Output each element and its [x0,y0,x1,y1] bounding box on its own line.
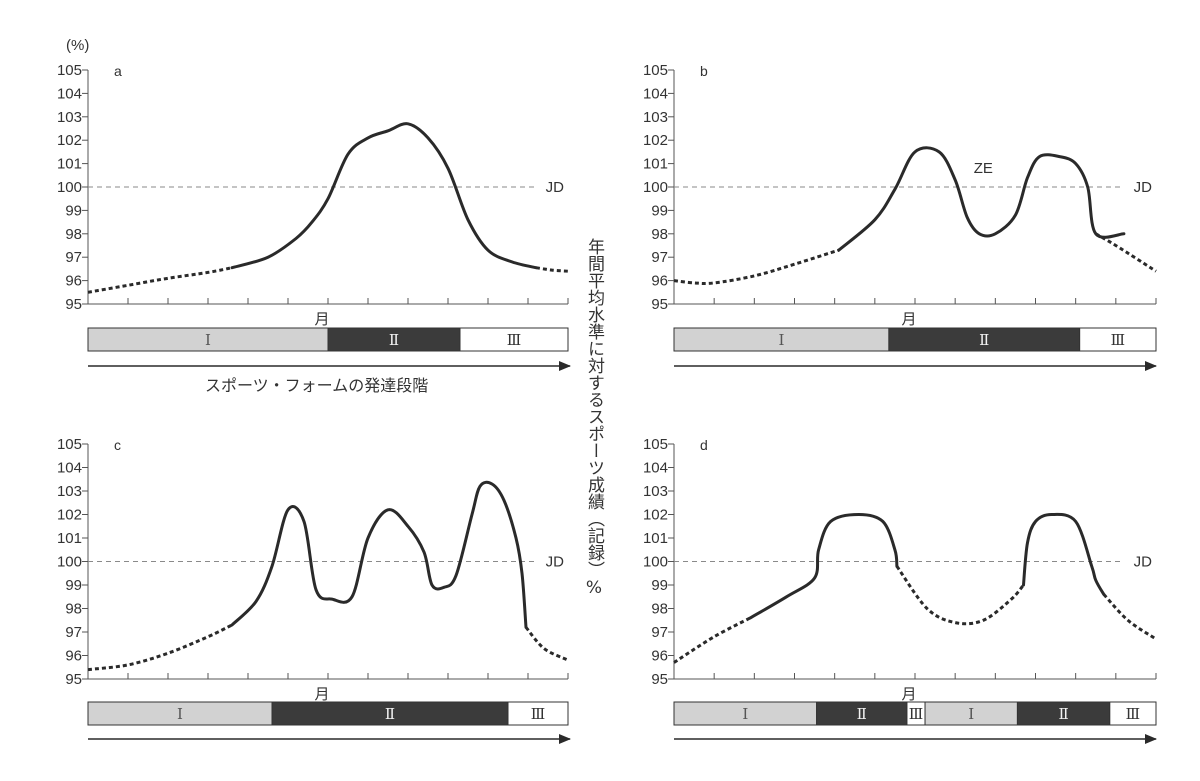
phase-label-d-2: Ⅲ [909,705,923,723]
phase-label-d-4: Ⅱ [1059,705,1069,723]
phase-band-b-2 [1079,327,1157,352]
y-tick-label-c: 95 [65,671,82,688]
reference-label-b: JD [1134,179,1153,196]
y-tick-label-b: 102 [643,132,668,149]
phase-label-d-5: Ⅲ [1126,705,1140,723]
y-tick-label-c: 104 [57,460,82,477]
y-tick-label-a: 100 [57,179,82,196]
y-tick-label-a: 105 [57,62,82,79]
phase-label-a-0: Ⅰ [205,331,211,349]
y-tick-label-d: 104 [643,460,668,477]
reference-label-c: JD [546,554,565,571]
y-tick-label-c: 102 [57,507,82,524]
series-d-solid-segment-1 [748,513,899,620]
series-d-solid-segment-3 [1022,512,1106,596]
stage-caption: スポーツ・フォームの発達段階 [205,376,429,395]
series-d-dotted-segment-4 [1102,593,1157,641]
y-tick-label-b: 99 [651,202,668,219]
phase-label-b-1: Ⅱ [979,331,989,349]
y-tick-label-b: 96 [651,273,668,290]
x-axis-label-d: 月 [901,686,916,703]
y-tick-label-c: 96 [65,648,82,665]
y-tick-label-d: 99 [651,577,668,594]
y-tick-label-c: 100 [57,554,82,571]
y-tick-label-d: 100 [643,554,668,571]
y-tick-label-a: 99 [65,202,82,219]
series-d-dotted-segment-0 [673,616,751,664]
y-tick-label-c: 97 [65,624,82,641]
series-c-solid-segment-1 [230,480,528,629]
phase-label-b-2: Ⅲ [1111,331,1125,349]
phase-label-a-1: Ⅱ [389,331,399,349]
series-a-dotted-segment-0 [87,266,233,294]
phase-band-c-2 [507,701,569,726]
y-tick-label-d: 102 [643,507,668,524]
y-tick-label-b: 105 [643,62,668,79]
y-tick-label-a: 97 [65,249,82,266]
y-tick-label-a: 104 [57,85,82,102]
series-b-solid-segment-1 [837,146,1126,252]
phase-label-a-2: Ⅲ [507,331,521,349]
y-tick-label-a: 96 [65,273,82,290]
annotation-b: ZE [974,160,993,177]
x-axis-label-c: 月 [314,686,329,703]
phase-label-b-0: Ⅰ [778,331,784,349]
series-b-dotted-segment-2 [1095,232,1157,273]
y-tick-label-d: 98 [651,601,668,618]
y-tick-label-d: 105 [643,436,668,453]
x-axis-label-b: 月 [901,311,916,328]
y-tick-label-d: 95 [651,671,668,688]
y-tick-label-d: 101 [643,530,668,547]
y-tick-label-a: 98 [65,226,82,243]
y-tick-label-c: 98 [65,601,82,618]
vertical-axis-title: 年間平均水準に対するスポーツ成績（記録）% [584,238,604,598]
reference-label-a: JD [546,179,565,196]
panel-label-d: d [700,437,708,453]
phase-band-a-2 [459,327,569,352]
phase-label-d-1: Ⅱ [857,705,867,723]
y-tick-label-c: 103 [57,483,82,500]
y-tick-label-b: 95 [651,296,668,313]
y-tick-label-a: 101 [57,156,82,173]
series-a-dotted-segment-2 [535,266,569,273]
phase-label-c-0: Ⅰ [177,705,183,723]
y-tick-label-c: 99 [65,577,82,594]
y-tick-label-b: 101 [643,156,668,173]
y-tick-label-c: 101 [57,530,82,547]
phase-band-d-5 [1109,701,1157,726]
y-tick-label-a: 102 [57,132,82,149]
panel-label-a: a [114,63,122,79]
phase-label-c-2: Ⅲ [531,705,545,723]
series-c-dotted-segment-0 [87,623,233,672]
phase-label-d-0: Ⅰ [742,705,748,723]
y-tick-label-d: 96 [651,648,668,665]
panel-label-b: b [700,63,708,79]
y-tick-label-b: 97 [651,249,668,266]
series-a-solid-segment-1 [230,122,538,270]
x-axis-label-a: 月 [314,311,329,328]
y-tick-label-a: 103 [57,109,82,126]
y-unit-label: (%) [66,37,90,54]
y-tick-label-c: 105 [57,436,82,453]
y-tick-label-b: 104 [643,85,668,102]
y-tick-label-b: 100 [643,179,668,196]
panel-label-c: c [114,437,121,453]
series-b-dotted-segment-0 [673,248,840,286]
y-tick-label-d: 103 [643,483,668,500]
y-tick-label-d: 97 [651,624,668,641]
series-d-dotted-segment-2 [895,565,1025,626]
phase-label-d-3: Ⅰ [968,705,974,723]
y-tick-label-b: 103 [643,109,668,126]
y-tick-label-b: 98 [651,226,668,243]
series-c-dotted-segment-2 [524,626,569,662]
reference-label-d: JD [1134,554,1153,571]
phase-label-c-1: Ⅱ [385,705,395,723]
y-tick-label-a: 95 [65,296,82,313]
